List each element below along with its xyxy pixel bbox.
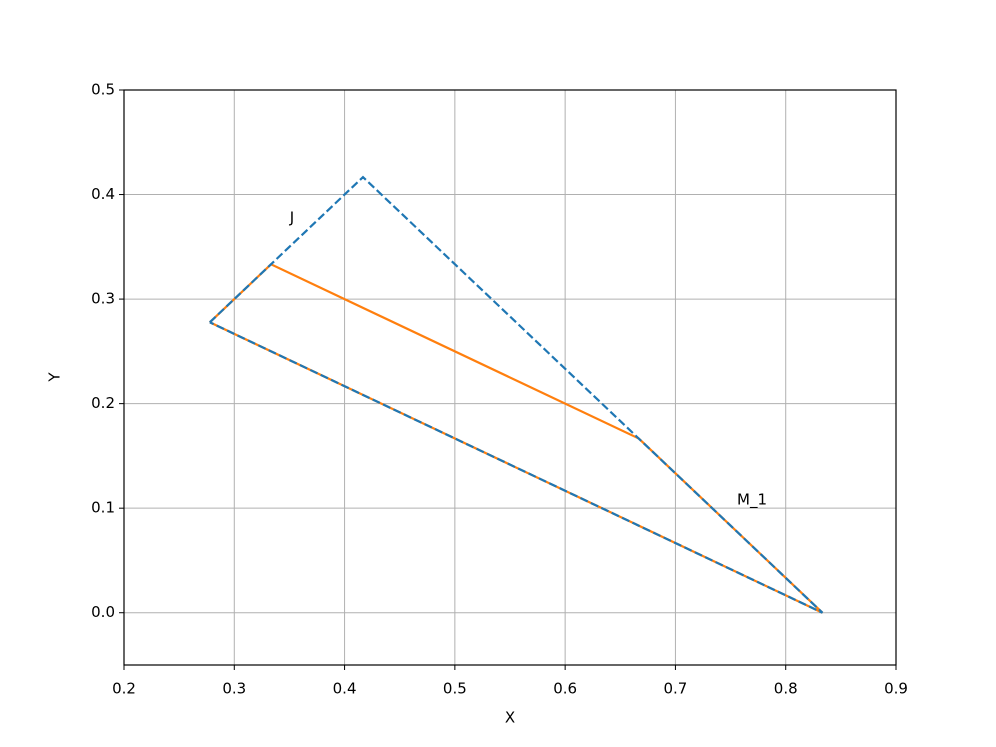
x-tick-label: 0.6	[553, 680, 577, 698]
x-tick-label: 0.9	[884, 680, 908, 698]
y-tick-label: 0.0	[91, 603, 115, 621]
y-tick-label: 0.4	[91, 185, 115, 203]
x-axis-label: X	[505, 709, 515, 727]
x-tick-label: 0.8	[774, 680, 798, 698]
plot-frame	[123, 89, 897, 666]
x-tick-label: 0.4	[333, 680, 357, 698]
annotation: M_1	[737, 491, 767, 510]
y-tick-label: 0.1	[91, 499, 115, 517]
y-tick-label: 0.2	[91, 394, 115, 412]
y-axis-label: Y	[46, 372, 64, 383]
y-tick-label: 0.3	[91, 290, 115, 308]
series-line	[209, 262, 824, 614]
series-line	[209, 175, 824, 614]
x-tick-label: 0.3	[222, 680, 246, 698]
x-tick-label: 0.5	[443, 680, 467, 698]
y-tick-label: 0.5	[91, 81, 115, 99]
annotation: J	[289, 209, 294, 227]
x-tick-label: 0.2	[112, 680, 136, 698]
x-tick-label: 0.7	[663, 680, 687, 698]
